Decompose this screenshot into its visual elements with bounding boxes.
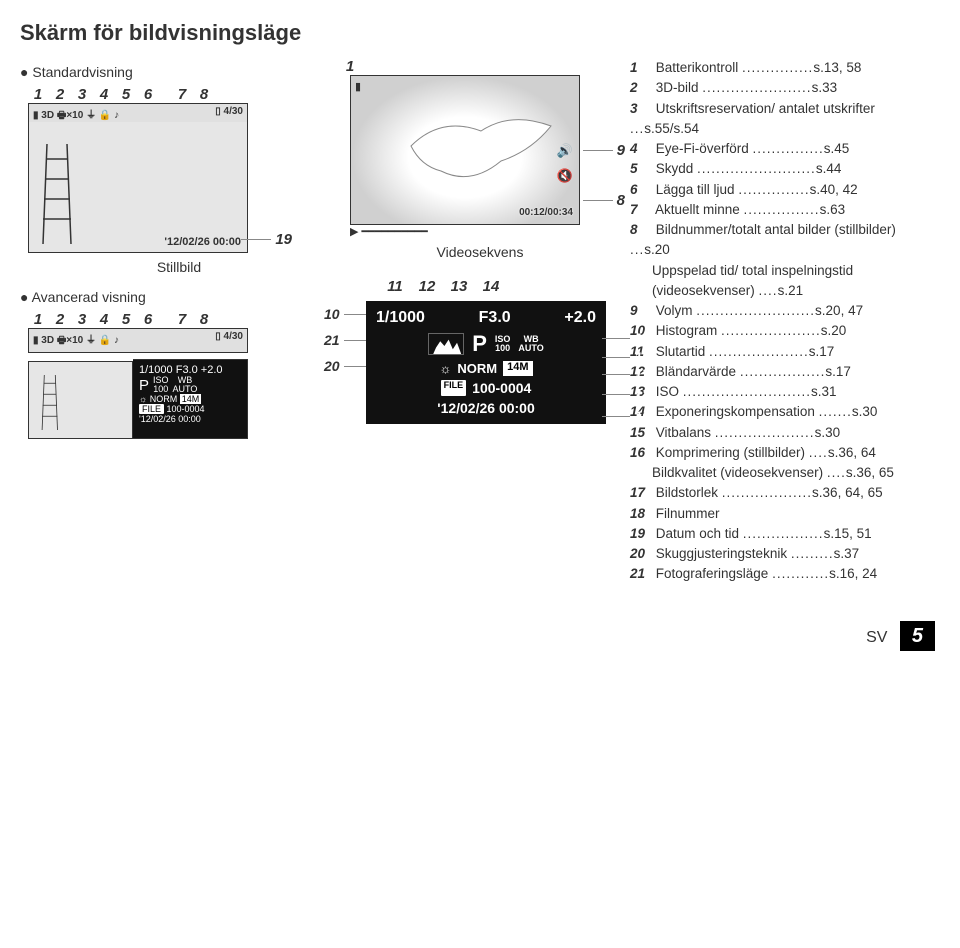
legend-item: 6 Lägga till ljud ...............s.40, 4… (630, 180, 935, 200)
legend-item: 10 Histogram .....................s.20 (630, 321, 935, 341)
video-time: 00:12/00:34 (519, 207, 573, 218)
callout-number-mid: 1 (340, 58, 620, 75)
legend-item: 17 Bildstorlek ...................s.36, … (630, 483, 935, 503)
legend-item: 15 Vitbalans .....................s.30 (630, 423, 935, 443)
video-label: Videosekvens (340, 244, 620, 260)
icon-bar: ▮ 3D 🖶×10 ⏚ 🔒 ♪ ▯ 4/30 (29, 104, 247, 122)
lock-icon: 🔒 (99, 110, 111, 121)
legend-item: 5 Skydd .........................s.44 (630, 159, 935, 179)
ladder-graphic (41, 144, 81, 244)
panel-leaders-right: 15 16 17 18 19 (602, 301, 650, 427)
legend-item: 21 Fotograferingsläge ............s.16, … (630, 564, 935, 584)
callouts-mid-row: 11 12 13 14 (380, 278, 620, 295)
adv-icon-bar: ▮ 3D 🖶×10 ⏚ 🔒 ♪▯ 4/30 (28, 328, 248, 353)
legend-item: 1 Batterikontroll ...............s.13, 5… (630, 58, 935, 78)
legend-item: 16 Komprimering (stillbilder) ....s.36, … (630, 443, 935, 463)
legend-item: 20 Skuggjusteringsteknik .........s.37 (630, 544, 935, 564)
page-title: Skärm för bildvisningsläge (20, 20, 935, 46)
leaders-8-9: 9 8 (583, 138, 625, 212)
legend-list: 1 Batterikontroll ...............s.13, 5… (630, 58, 935, 585)
legend-item: 3 Utskriftsreservation/ antalet utskrift… (630, 99, 935, 140)
legend-item: 9 Volym .........................s.20, 4… (630, 301, 935, 321)
callout-numbers-adv: 1 2 3 4 5 6 7 8 (28, 311, 330, 328)
video-preview: ▮ 🔊 🔇 00:12/00:34 9 8 (350, 75, 580, 225)
ladder-small (41, 375, 63, 430)
data-panel: 1/1000F3.0+2.0 P ISO100 WBAUTO ☼NORM14M … (366, 301, 606, 424)
speaker-icon: 🔊 (557, 143, 573, 159)
legend-item: 14 Exponeringskompensation .......s.30 (630, 402, 935, 422)
page-footer: SV 5 (20, 625, 935, 648)
legend-item: 7 Aktuellt minne ................s.63 (630, 200, 935, 220)
legend-item: 19 Datum och tid .................s.15, … (630, 524, 935, 544)
legend-item: 2 3D-bild .......................s.33 (630, 78, 935, 98)
legend-item: 8 Bildnummer/totalt antal bilder (stillb… (630, 220, 935, 261)
battery-icon: ▮ (33, 110, 39, 121)
still-image-preview: ▮ 3D 🖶×10 ⏚ 🔒 ♪ ▯ 4/30 '12/02/26 00:00 1… (28, 103, 248, 253)
bird-graphic (351, 76, 581, 226)
legend-item: 18 Filnummer (630, 504, 935, 524)
sun-icon: ☼ (439, 361, 451, 376)
leader-19: 19 (241, 231, 292, 248)
mute-icon: 🔇 (557, 168, 573, 184)
panel-leaders-left: 10 21 20 (324, 301, 370, 379)
sound-icon: ♪ (114, 110, 119, 121)
still-label: Stillbild (28, 259, 330, 275)
legend-item-extra: Uppspelad tid/ total inspelningstid (vid… (630, 261, 935, 302)
callout-numbers-left: 1 2 3 4 5 6 7 8 (28, 86, 330, 103)
legend-item: 11 Slutartid .....................s.17 (630, 342, 935, 362)
legend-item: 12 Bländarvärde ..................s.17 (630, 362, 935, 382)
still-timestamp: '12/02/26 00:00 (164, 236, 241, 248)
adv-data-block: 1/1000 F3.0 +2.0 P ISO100 WBAUTO ☼ NORM … (133, 359, 248, 439)
legend-item-extra: Bildkvalitet (videosekvenser) ....s.36, … (630, 463, 935, 483)
print-icon: 🖶 (57, 110, 66, 121)
standard-heading: Standardvisning (20, 64, 330, 80)
histogram-icon (428, 333, 464, 355)
adv-thumbnail (28, 361, 133, 439)
card-icon: ▯ 4/30 (215, 106, 243, 117)
wifi-icon: ⏚ (86, 110, 96, 121)
legend-item: 4 Eye-Fi-överförd ...............s.45 (630, 139, 935, 159)
advanced-heading: Avancerad visning (20, 289, 330, 305)
legend-item: 13 ISO ...........................s.31 (630, 382, 935, 402)
